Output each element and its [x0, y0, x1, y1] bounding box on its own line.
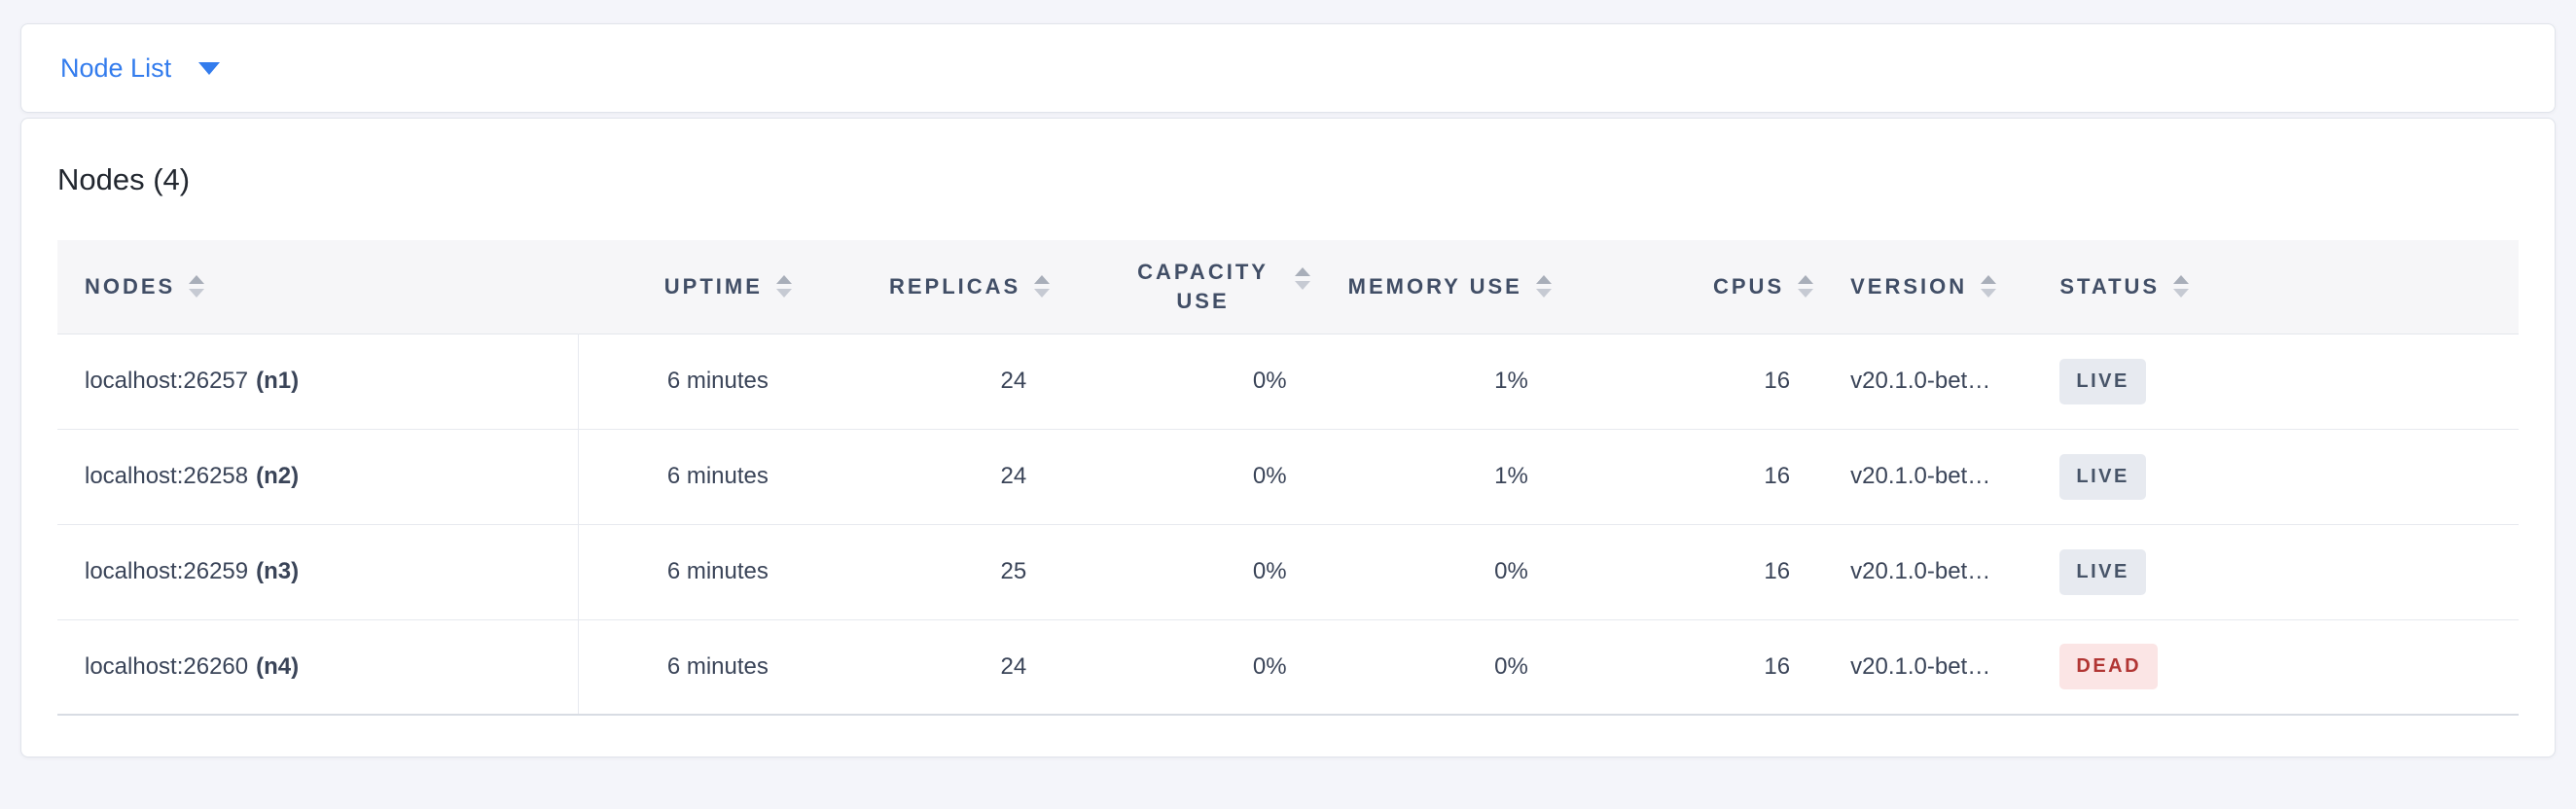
capacity-use-cell: 0%	[1252, 463, 1287, 490]
sort-icon	[189, 275, 205, 299]
column-header-version[interactable]: VERSION	[1839, 240, 2048, 334]
sort-icon	[1798, 275, 1814, 299]
column-header-status[interactable]: STATUS	[2048, 240, 2519, 334]
table-row: localhost:26260 (n4) 6 minutes 24 0% 0% 1…	[57, 619, 2519, 716]
memory-use-cell: 0%	[1494, 652, 1528, 680]
sort-icon	[1535, 275, 1552, 299]
version-cell: v20.1.0-bet…	[1850, 463, 1991, 490]
view-selector-card: Node List	[20, 23, 2556, 113]
table-row: localhost:26257 (n1) 6 minutes 24 0% 1% 1…	[57, 334, 2519, 430]
page: { "view_selector": { "label": "Node List…	[0, 23, 2576, 809]
sort-icon	[1294, 267, 1310, 291]
column-header-uptime[interactable]: UPTIME	[579, 240, 817, 334]
status-cell: DEAD	[2048, 619, 2519, 715]
view-selector-label: Node List	[60, 53, 172, 83]
nodes-card: Nodes (4) NODES UPTIME REPLICAS CAPACITY…	[20, 118, 2556, 757]
sort-icon	[775, 275, 792, 299]
uptime-cell: 6 minutes	[666, 463, 769, 490]
node-id: (n1)	[256, 368, 300, 395]
view-selector-dropdown[interactable]: Node List	[60, 53, 221, 84]
version-cell: v20.1.0-bet…	[1850, 368, 1991, 395]
status-cell: LIVE	[2048, 524, 2519, 619]
column-header-nodes[interactable]: NODES	[57, 240, 579, 334]
status-cell: LIVE	[2048, 429, 2519, 524]
column-header-replicas[interactable]: REPLICAS	[817, 240, 1075, 334]
nodes-table: NODES UPTIME REPLICAS CAPACITY USE MEMOR…	[57, 240, 2519, 716]
node-id: (n3)	[256, 558, 300, 585]
table-row: localhost:26259 (n3) 6 minutes 25 0% 0% 1…	[57, 524, 2519, 620]
node-id: (n4)	[256, 652, 300, 680]
column-header-capacity-use[interactable]: CAPACITY USE	[1075, 240, 1335, 334]
column-header-cpus[interactable]: CPUS	[1577, 240, 1839, 334]
status-badge: LIVE	[2059, 358, 2146, 404]
table-row: localhost:26258 (n2) 6 minutes 24 0% 1% 1…	[57, 429, 2519, 525]
cpus-cell: 16	[1764, 558, 1791, 585]
status-badge: LIVE	[2059, 453, 2146, 500]
sort-icon	[1981, 275, 1997, 299]
version-cell: v20.1.0-bet…	[1850, 652, 1991, 680]
page-title: Nodes (4)	[57, 162, 191, 196]
uptime-cell: 6 minutes	[666, 368, 769, 395]
memory-use-cell: 1%	[1494, 463, 1528, 490]
replicas-cell: 24	[1000, 368, 1027, 395]
column-header-memory-use[interactable]: MEMORY USE	[1336, 240, 1577, 334]
cpus-cell: 16	[1764, 652, 1791, 680]
status-badge: LIVE	[2059, 548, 2146, 595]
node-address-cell: localhost:26259 (n3)	[57, 524, 580, 620]
memory-use-cell: 0%	[1494, 558, 1528, 585]
node-address-cell: localhost:26258 (n2)	[57, 429, 580, 525]
node-address-cell: localhost:26257 (n1)	[57, 334, 580, 430]
replicas-cell: 24	[1000, 463, 1027, 490]
cpus-cell: 16	[1764, 463, 1791, 490]
replicas-cell: 24	[1000, 652, 1027, 680]
capacity-use-cell: 0%	[1252, 652, 1287, 680]
sort-icon	[2173, 275, 2190, 299]
memory-use-cell: 1%	[1494, 368, 1528, 395]
capacity-use-cell: 0%	[1252, 368, 1287, 395]
version-cell: v20.1.0-bet…	[1850, 558, 1991, 585]
sort-icon	[1034, 275, 1051, 299]
cpus-cell: 16	[1764, 368, 1791, 395]
chevron-down-icon	[198, 61, 221, 75]
status-badge: DEAD	[2059, 644, 2159, 690]
table-header-row: NODES UPTIME REPLICAS CAPACITY USE MEMOR…	[57, 240, 2519, 334]
node-id: (n2)	[256, 463, 300, 490]
node-address-cell: localhost:26260 (n4)	[57, 619, 580, 716]
capacity-use-cell: 0%	[1252, 558, 1287, 585]
uptime-cell: 6 minutes	[666, 652, 769, 680]
uptime-cell: 6 minutes	[666, 558, 769, 585]
status-cell: LIVE	[2048, 334, 2519, 429]
replicas-cell: 25	[1000, 558, 1027, 585]
